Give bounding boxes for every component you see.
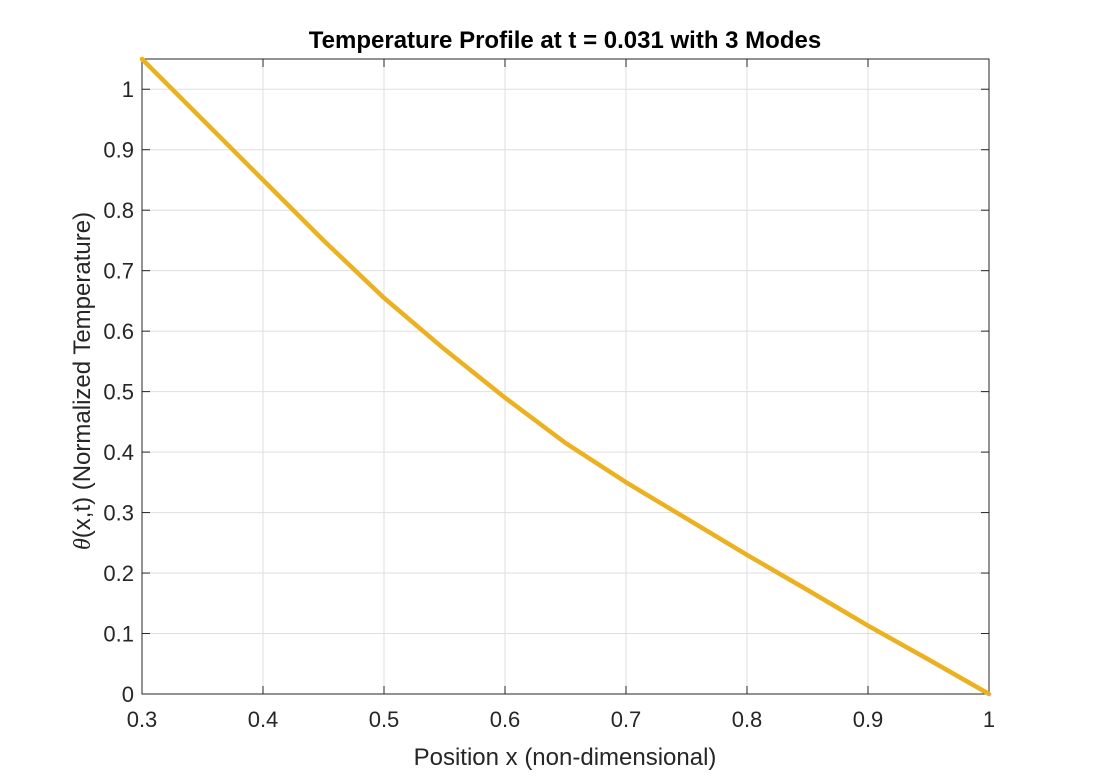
y-tick-label: 0.1 xyxy=(103,622,134,647)
x-tick-label: 0.9 xyxy=(853,707,884,732)
y-tick-label: 0.3 xyxy=(103,501,134,526)
y-tick-label: 1 xyxy=(122,77,134,102)
y-tick-label: 0.9 xyxy=(103,138,134,163)
y-tick-label: 0.5 xyxy=(103,380,134,405)
series-line xyxy=(139,56,992,697)
axes-background xyxy=(142,59,989,694)
x-tick-label: 0.8 xyxy=(732,707,763,732)
y-tick-label: 0 xyxy=(122,682,134,707)
x-tick-label: 0.3 xyxy=(127,707,158,732)
chart-title: Temperature Profile at t = 0.031 with 3 … xyxy=(309,27,821,54)
y-axis-label-symbol: θ xyxy=(70,538,96,550)
y-tick-label: 0.4 xyxy=(103,440,134,465)
x-tick-label: 1 xyxy=(983,707,995,732)
x-tick-label: 0.5 xyxy=(369,707,400,732)
y-tick-labels: 0 0.1 0.2 0.3 0.4 0.5 0.6 0.7 0.8 0.9 1 xyxy=(103,77,134,707)
x-tick-label: 0.4 xyxy=(248,707,279,732)
y-axis-label-text: (x,t) (Normalized Temperature) xyxy=(69,212,96,538)
grid-lines xyxy=(141,59,990,695)
x-tick-label: 0.6 xyxy=(490,707,521,732)
data-series xyxy=(139,56,992,697)
y-tick-label: 0.2 xyxy=(103,561,134,586)
y-tick-label: 0.6 xyxy=(103,319,134,344)
axes-box xyxy=(141,58,990,695)
y-tick-label: 0.8 xyxy=(103,198,134,223)
y-axis-label: θ(x,t) (Normalized Temperature) xyxy=(69,212,96,550)
x-axis-label: Position x (non-dimensional) xyxy=(414,744,717,771)
x-tick-label: 0.7 xyxy=(611,707,642,732)
y-tick-label: 0.7 xyxy=(103,259,134,284)
tick-marks xyxy=(141,59,990,695)
x-tick-labels: 0.3 0.4 0.5 0.6 0.7 0.8 0.9 1 xyxy=(127,707,995,732)
